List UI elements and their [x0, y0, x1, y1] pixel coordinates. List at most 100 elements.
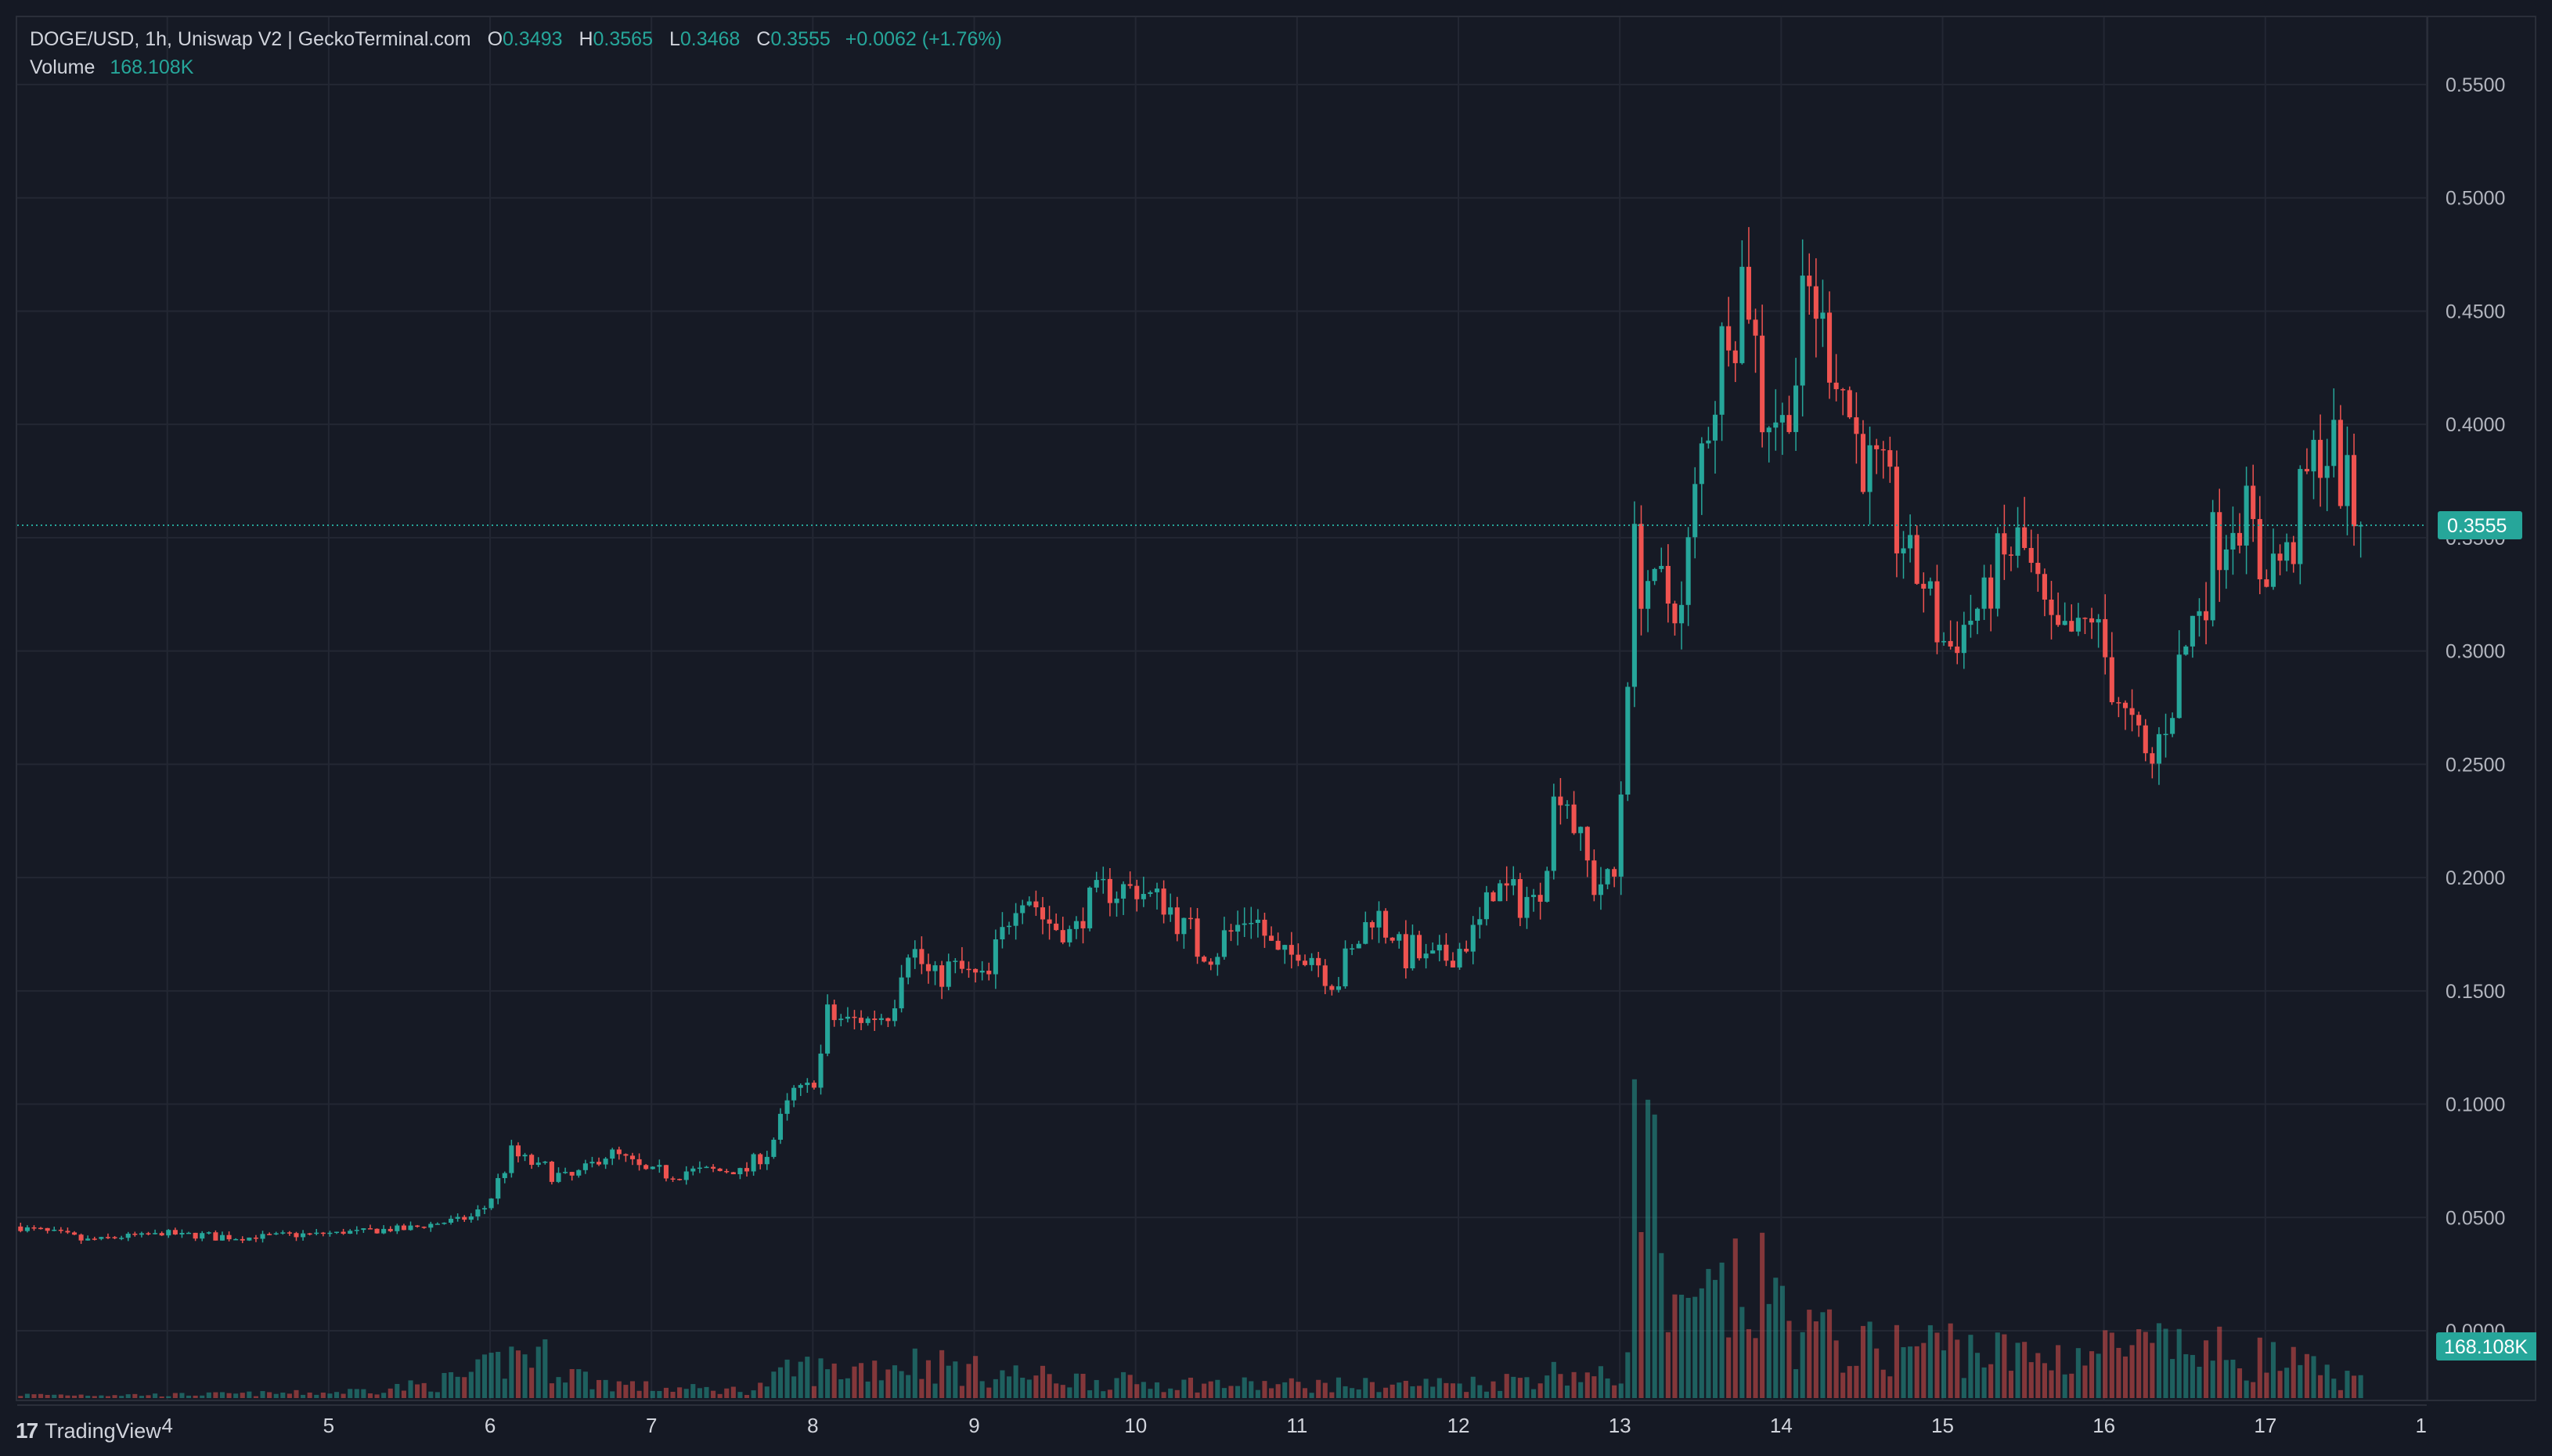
volume-bar	[260, 1391, 265, 1398]
volume-bar	[2042, 1363, 2047, 1398]
candle-body	[979, 971, 985, 973]
volume-bar	[1948, 1323, 1953, 1398]
candle-body	[1410, 935, 1415, 968]
volume-bar	[1545, 1375, 1550, 1398]
candle-body	[966, 968, 971, 971]
candle-body	[771, 1139, 777, 1157]
candle-body	[683, 1171, 689, 1180]
candle-body	[2277, 553, 2283, 561]
candle-body	[993, 939, 998, 975]
candle-body	[1712, 414, 1718, 441]
candle-body	[125, 1234, 131, 1238]
tradingview-branding[interactable]: 17 TradingView	[16, 1415, 161, 1447]
volume-bar	[125, 1394, 131, 1398]
volume-bar	[777, 1367, 784, 1398]
volume-bar	[387, 1388, 393, 1398]
candle-body	[1006, 925, 1012, 928]
symbol-label[interactable]: DOGE/USD, 1h, Uniswap V2 | GeckoTerminal…	[30, 28, 471, 50]
volume-bar	[2318, 1375, 2323, 1398]
volume-bar	[1860, 1325, 1866, 1398]
volume-bar	[529, 1368, 535, 1398]
candle-body	[2042, 574, 2047, 600]
candle-body	[919, 949, 925, 964]
candle-body	[1955, 646, 1960, 654]
time-axis[interactable]: 4 5 6 7 8 9 10 11 12 13 14 15 16 17 18	[17, 1404, 2438, 1442]
plot-area[interactable]: DOGE/USD, 1h, Uniswap V2 | GeckoTerminal…	[17, 17, 2427, 1400]
volume-bar	[636, 1390, 642, 1398]
candle-body	[1033, 901, 1039, 908]
volume-bar	[2075, 1348, 2081, 1398]
candle-body	[1221, 930, 1227, 957]
candle-body	[348, 1231, 353, 1234]
volume-bar	[1867, 1321, 1873, 1398]
volume-bar	[805, 1357, 810, 1398]
candle-body	[859, 1018, 864, 1023]
candle-body	[1369, 922, 1375, 928]
candle-body	[2204, 611, 2209, 621]
price-axis[interactable]: 0.55000.50000.45000.40000.35000.30000.25…	[2427, 17, 2543, 1400]
chart-frame[interactable]: DOGE/USD, 1h, Uniswap V2 | GeckoTerminal…	[16, 16, 2543, 1437]
candle-body	[2129, 708, 2135, 715]
volume-bar	[2069, 1373, 2074, 1398]
candle-body	[1941, 640, 1947, 643]
candle-body	[1444, 944, 1449, 961]
candle-body	[1820, 312, 1826, 319]
price-tick-label: 0.5500	[2446, 74, 2505, 96]
candle-body	[906, 957, 911, 978]
candle-body	[1981, 577, 1987, 609]
volume-bar	[953, 1361, 958, 1398]
candle-body	[2183, 646, 2189, 655]
candle-body	[697, 1167, 702, 1169]
price-tick-label: 0.0500	[2446, 1207, 2505, 1229]
volume-bar	[1793, 1369, 1799, 1398]
volume-bar	[697, 1388, 702, 1398]
candle-body	[509, 1145, 514, 1173]
candle-body	[361, 1228, 366, 1231]
candle-body	[314, 1232, 319, 1234]
time-tick-label: 11	[1286, 1414, 1307, 1437]
price-tick-label: 0.1000	[2446, 1094, 2505, 1116]
volume-bar	[1524, 1377, 1530, 1398]
candle-body	[791, 1087, 797, 1101]
volume-bar	[1517, 1378, 1523, 1398]
volume-label[interactable]: Volume	[30, 56, 96, 78]
candle-body	[2190, 615, 2195, 647]
candle-body	[1107, 878, 1112, 903]
volume-bar	[354, 1389, 359, 1398]
volume-bar	[556, 1377, 561, 1398]
volume-bar	[1410, 1386, 1415, 1398]
candle-body	[1060, 930, 1065, 942]
candle-body	[18, 1226, 23, 1231]
candle-body	[1436, 944, 1442, 951]
volume-bar	[99, 1395, 104, 1398]
candle-body	[1390, 937, 1395, 941]
candle-body	[1517, 879, 1523, 918]
volume-bar	[1974, 1353, 1981, 1398]
volume-legend: Volume 168.108K	[30, 56, 193, 79]
volume-bar	[1537, 1383, 1543, 1398]
volume-bar	[1779, 1285, 1785, 1398]
volume-bar	[2197, 1367, 2202, 1398]
candle-body	[139, 1233, 144, 1235]
volume-bar	[307, 1392, 312, 1398]
candle-body	[2062, 621, 2067, 625]
candle-body	[1551, 796, 1556, 871]
open-value: 0.3493	[503, 28, 563, 50]
volume-bar	[859, 1363, 864, 1398]
candle-body	[2345, 455, 2350, 506]
volume-bar	[159, 1396, 164, 1398]
volume-bar	[919, 1379, 925, 1398]
candle-body	[1195, 918, 1200, 957]
candlestick-chart[interactable]	[17, 17, 2427, 1400]
volume-bar	[1955, 1339, 1960, 1398]
candle-body	[213, 1232, 218, 1241]
volume-bar	[31, 1394, 37, 1398]
volume-bar	[421, 1382, 427, 1398]
volume-bar	[1073, 1373, 1079, 1398]
candle-body	[481, 1208, 488, 1210]
candle-body	[1215, 957, 1220, 965]
volume-bar	[1114, 1378, 1119, 1398]
volume-bar	[1141, 1382, 1146, 1398]
volume-bar	[1679, 1294, 1685, 1398]
volume-bar	[132, 1393, 138, 1398]
